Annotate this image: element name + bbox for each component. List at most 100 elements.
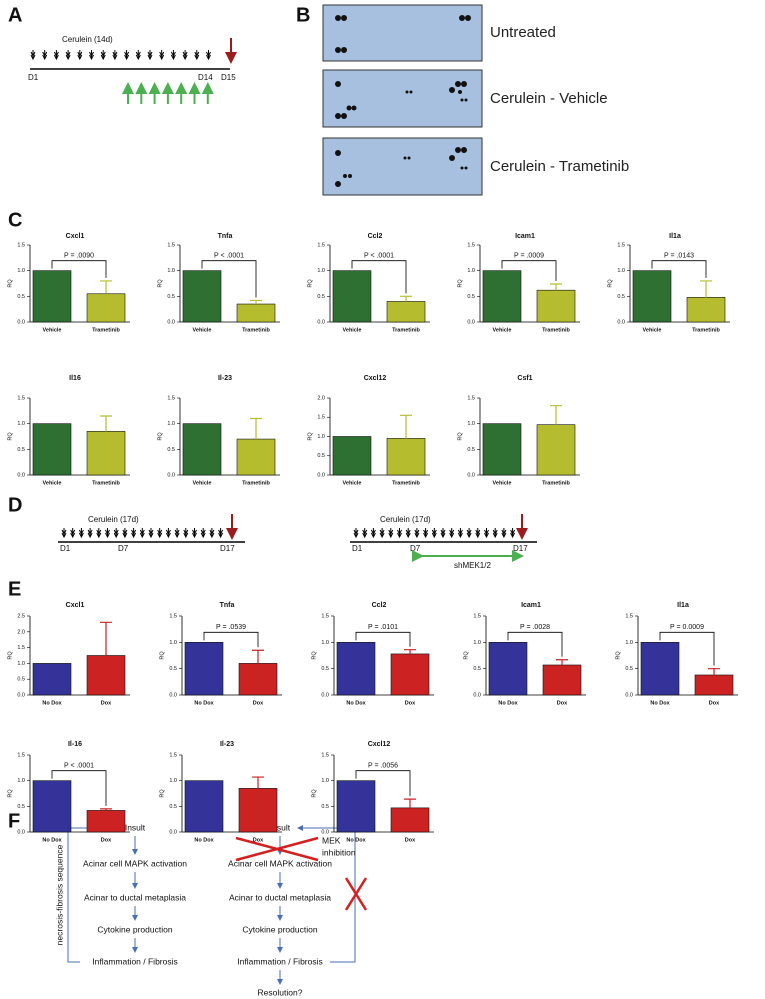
injection-arrow xyxy=(423,528,429,539)
y-tick-label: 0.5 xyxy=(17,294,25,300)
chart-title: Cxcl12 xyxy=(368,741,391,748)
flow-step: Acinar cell MAPK activation xyxy=(83,858,187,868)
flow-step: Acinar to ductal metaplasia xyxy=(229,892,331,902)
injection-arrow xyxy=(139,528,145,539)
x-tick-label: Trametinib xyxy=(392,327,420,333)
injection-arrow xyxy=(183,528,189,539)
injection-arrow xyxy=(70,528,76,539)
y-tick-label: 0.5 xyxy=(17,804,25,810)
injection-arrow xyxy=(77,50,83,61)
x-tick-label: Dox xyxy=(557,700,568,706)
injection-arrow xyxy=(100,50,106,61)
injection-arrow xyxy=(475,528,481,539)
y-tick-label: 0.0 xyxy=(321,829,329,835)
y-tick-label: 0.0 xyxy=(317,472,325,478)
x-tick-label: Dox xyxy=(253,837,264,843)
bar xyxy=(332,436,372,476)
x-tick-label: Vehicle xyxy=(343,327,362,333)
chart-title: Csf1 xyxy=(517,375,532,382)
p-value: P = .0028 xyxy=(520,624,550,631)
y-tick-label: 1.5 xyxy=(17,645,25,651)
y-axis-label: RQ xyxy=(607,279,613,288)
y-axis-label: RQ xyxy=(157,279,163,288)
significance-bracket xyxy=(51,770,107,806)
injection-arrow xyxy=(78,528,84,539)
flow-step: Insult xyxy=(125,822,146,832)
bar xyxy=(182,270,222,323)
injection-arrow xyxy=(165,528,171,539)
p-value: P < .0001 xyxy=(64,763,94,770)
injection-arrow xyxy=(388,528,394,539)
chart-title: Icam1 xyxy=(515,233,535,240)
significance-bracket xyxy=(51,260,107,278)
bar xyxy=(386,301,426,323)
chart-title: Icam1 xyxy=(521,602,541,609)
panel-label: B xyxy=(296,4,310,26)
y-tick-label: 1.0 xyxy=(473,640,481,646)
p-value: P < .0001 xyxy=(364,253,394,260)
panel-label: E xyxy=(8,578,21,600)
blot xyxy=(322,137,483,196)
x-tick-label: Trametinib xyxy=(692,327,720,333)
bar xyxy=(694,674,734,696)
y-axis-label: RQ xyxy=(159,789,165,798)
day-label: D15 xyxy=(221,73,236,82)
x-tick-label: Vehicle xyxy=(343,480,362,486)
error-bar xyxy=(100,808,112,811)
significance-bracket xyxy=(355,631,411,647)
y-axis-label: RQ xyxy=(7,279,13,288)
y-tick-label: 1.5 xyxy=(321,752,329,758)
flow-step: Resolution? xyxy=(258,987,303,997)
day-label: D1 xyxy=(60,544,71,553)
x-tick-label: Dox xyxy=(405,837,416,843)
y-axis-label: RQ xyxy=(307,279,313,288)
error-bar xyxy=(250,417,262,440)
injection-arrow xyxy=(440,528,446,539)
schematic-f xyxy=(67,825,368,985)
x-tick-label: Trametinib xyxy=(542,327,570,333)
inhibitor-label: MEK xyxy=(322,835,341,845)
p-value: P = .0090 xyxy=(64,253,94,260)
injection-arrow xyxy=(414,528,420,539)
bar xyxy=(482,423,522,476)
error-bar xyxy=(400,414,412,439)
y-tick-label: 0.5 xyxy=(17,677,25,683)
injection-arrow xyxy=(209,528,215,539)
x-tick-label: Vehicle xyxy=(193,480,212,486)
y-tick-label: 1.5 xyxy=(17,395,25,401)
significance-bracket xyxy=(501,260,557,282)
y-tick-label: 1.0 xyxy=(317,434,325,440)
bar xyxy=(632,270,672,323)
x-tick-label: Trametinib xyxy=(92,480,120,486)
flow-step: Cytokine production xyxy=(242,924,317,934)
x-tick-label: Dox xyxy=(101,700,112,706)
significance-bracket xyxy=(201,260,257,298)
injection-arrow xyxy=(30,50,36,61)
p-value: P = .0143 xyxy=(664,253,694,260)
y-tick-label: 0.0 xyxy=(467,472,475,478)
injection-arrow xyxy=(484,528,489,539)
x-tick-label: Trametinib xyxy=(542,480,570,486)
blot-label: Cerulein - Trametinib xyxy=(490,158,629,175)
flow-step: Insult xyxy=(270,822,291,832)
bar xyxy=(336,780,376,833)
x-tick-label: Trametinib xyxy=(392,480,420,486)
y-tick-label: 1.0 xyxy=(17,778,25,784)
injection-arrow xyxy=(147,50,153,61)
bar xyxy=(86,293,126,323)
y-tick-label: 0.0 xyxy=(17,829,25,835)
y-tick-label: 1.5 xyxy=(473,613,481,619)
chart-title: Il16 xyxy=(69,375,81,382)
injection-arrow xyxy=(61,528,67,539)
p-value: P = .0539 xyxy=(216,624,246,631)
blot-dots xyxy=(335,15,471,187)
y-tick-label: 1.5 xyxy=(167,395,175,401)
bar xyxy=(386,438,426,476)
y-tick-label: 0.5 xyxy=(467,294,475,300)
error-bar xyxy=(700,280,712,298)
y-axis-label: RQ xyxy=(311,651,317,660)
injection-arrow xyxy=(87,528,93,539)
significance-bracket xyxy=(355,770,411,797)
bar xyxy=(390,653,430,696)
bar xyxy=(238,788,278,833)
